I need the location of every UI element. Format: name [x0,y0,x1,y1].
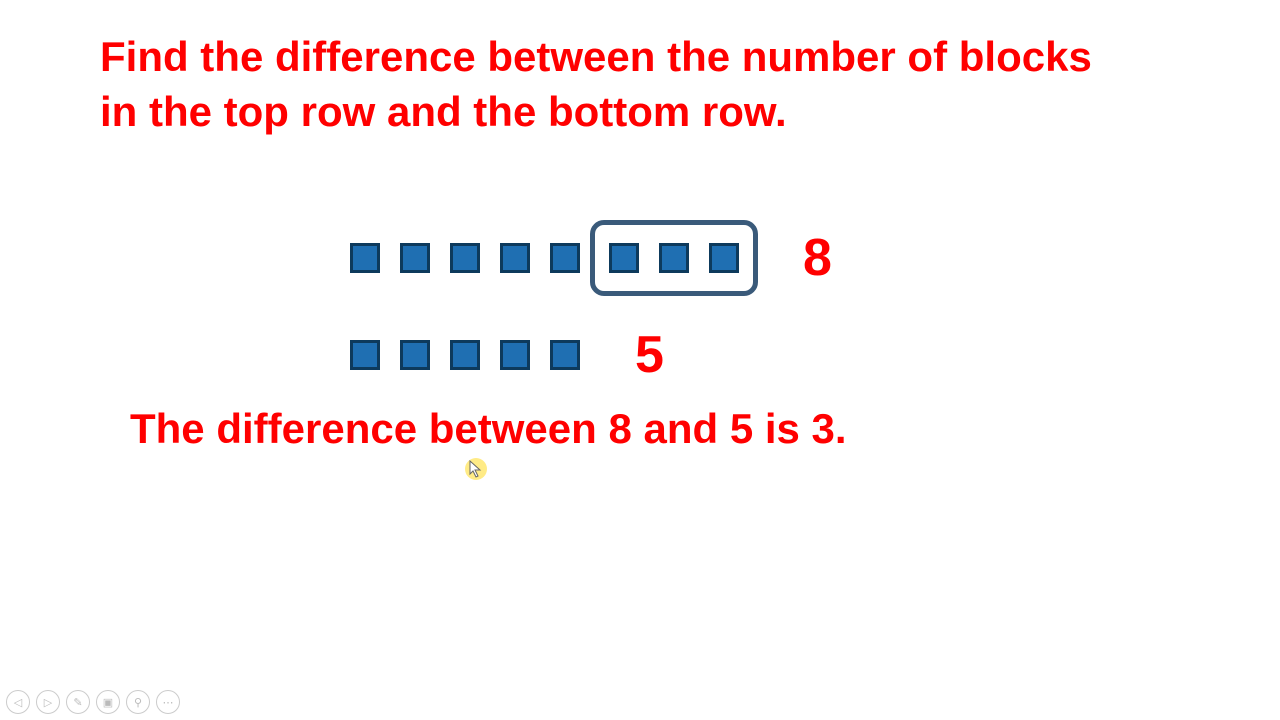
block [550,340,580,370]
block [450,243,480,273]
block [709,243,739,273]
block [350,243,380,273]
answer-text: The difference between 8 and 5 is 3. [130,405,847,453]
block [500,340,530,370]
top-row-count: 8 [803,228,832,288]
block [500,243,530,273]
block [350,340,380,370]
difference-highlight [590,220,758,296]
next-icon[interactable]: ▷ [36,690,60,714]
pen-icon[interactable]: ✎ [66,690,90,714]
block [550,243,580,273]
block [659,243,689,273]
slides-icon[interactable]: ▣ [96,690,120,714]
bottom-row: 5 [350,325,664,385]
block [400,340,430,370]
block [450,340,480,370]
zoom-icon[interactable]: ⚲ [126,690,150,714]
cursor-highlight [465,458,487,480]
prev-icon[interactable]: ◁ [6,690,30,714]
block [609,243,639,273]
bottom-row-count: 5 [635,325,664,385]
top-row: 8 [350,220,832,296]
instruction-text: Find the difference between the number o… [100,30,1100,139]
block [400,243,430,273]
more-icon[interactable]: ⋯ [156,690,180,714]
toolbar: ◁▷✎▣⚲⋯ [6,690,180,714]
